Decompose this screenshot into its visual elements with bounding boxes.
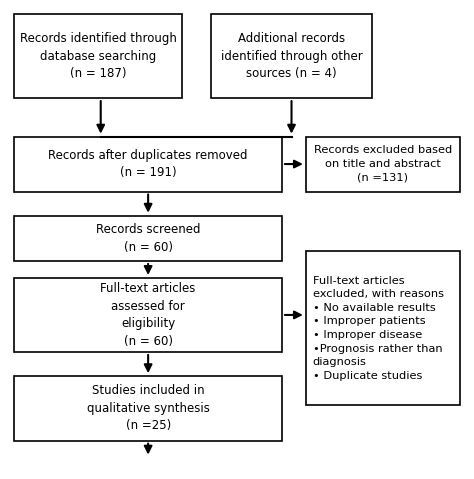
Text: Full-text articles
excluded, with reasons
• No available results
• Improper pati: Full-text articles excluded, with reason…	[313, 275, 444, 381]
Text: Records screened
(n = 60): Records screened (n = 60)	[96, 223, 201, 253]
Text: Records identified through
database searching
(n = 187): Records identified through database sear…	[20, 32, 177, 80]
FancyBboxPatch shape	[306, 137, 460, 192]
FancyBboxPatch shape	[306, 251, 460, 405]
FancyBboxPatch shape	[14, 137, 282, 192]
Text: Records excluded based
on title and abstract
(n =131): Records excluded based on title and abst…	[314, 146, 452, 182]
Text: Additional records
identified through other
sources (n = 4): Additional records identified through ot…	[220, 32, 363, 80]
Text: Records after duplicates removed
(n = 191): Records after duplicates removed (n = 19…	[48, 149, 248, 179]
Text: Studies included in
qualitative synthesis
(n =25): Studies included in qualitative synthesi…	[87, 384, 210, 433]
Text: Full-text articles
assessed for
eligibility
(n = 60): Full-text articles assessed for eligibil…	[100, 282, 196, 348]
FancyBboxPatch shape	[14, 216, 282, 261]
FancyBboxPatch shape	[14, 14, 182, 98]
FancyBboxPatch shape	[14, 376, 282, 441]
FancyBboxPatch shape	[14, 278, 282, 352]
FancyBboxPatch shape	[211, 14, 372, 98]
